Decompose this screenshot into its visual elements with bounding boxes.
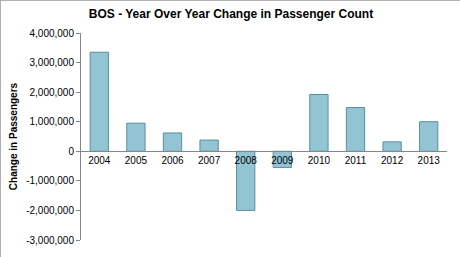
- svg-text:-1,000,000: -1,000,000: [26, 175, 74, 186]
- svg-text:1,000,000: 1,000,000: [30, 116, 75, 127]
- svg-text:2010: 2010: [308, 155, 331, 166]
- svg-text:2006: 2006: [161, 155, 184, 166]
- svg-text:2,000,000: 2,000,000: [30, 87, 75, 98]
- svg-text:Change in Passengers: Change in Passengers: [8, 82, 19, 190]
- svg-text:2008: 2008: [235, 155, 258, 166]
- svg-text:3,000,000: 3,000,000: [30, 57, 75, 68]
- svg-text:2013: 2013: [418, 155, 441, 166]
- svg-text:0: 0: [68, 146, 74, 157]
- svg-text:-3,000,000: -3,000,000: [26, 235, 74, 246]
- svg-text:2011: 2011: [345, 155, 367, 166]
- svg-text:2004: 2004: [88, 155, 111, 166]
- svg-text:2009: 2009: [271, 155, 294, 166]
- svg-text:-2,000,000: -2,000,000: [26, 205, 74, 216]
- svg-text:2005: 2005: [125, 155, 148, 166]
- svg-text:BOS - Year Over Year Change in: BOS - Year Over Year Change in Passenger…: [89, 7, 373, 21]
- svg-text:2007: 2007: [198, 155, 221, 166]
- svg-text:4,000,000: 4,000,000: [30, 28, 75, 39]
- svg-text:2012: 2012: [381, 155, 404, 166]
